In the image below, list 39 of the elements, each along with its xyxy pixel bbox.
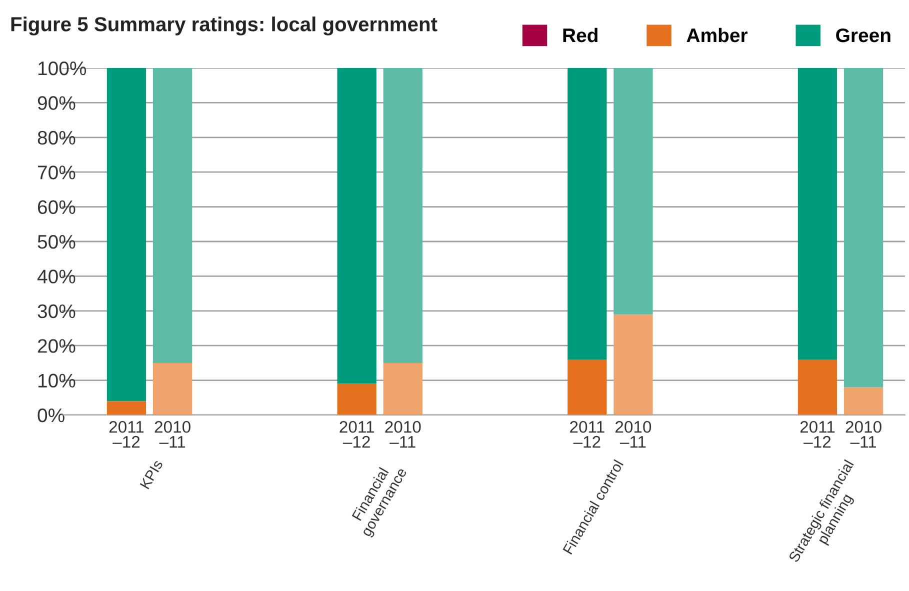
x-tick-label: 2010 –11: [385, 420, 421, 448]
x-tick-label: 2011 –12: [340, 420, 374, 448]
y-tick-label: 50%: [38, 234, 76, 249]
bar: [798, 68, 838, 360]
legend-label: Green: [836, 28, 890, 42]
y-tick-label: 40%: [37, 270, 76, 284]
bar: [152, 68, 192, 363]
bar: [383, 362, 422, 415]
y-tick-label: 80%: [38, 130, 76, 145]
y-tick-label: 100%: [38, 61, 86, 76]
y-tick-label: 90%: [38, 96, 76, 110]
y-tick-label: 30%: [38, 304, 76, 318]
x-tick-label: 2010 –11: [154, 420, 190, 448]
y-tick-label: 0%: [38, 408, 64, 422]
legend-label: Red: [563, 28, 598, 42]
x-tick-label: 2010 –11: [616, 420, 652, 448]
y-tick-label: 70%: [38, 166, 76, 180]
x-tick-label: 2010 –11: [846, 420, 882, 448]
bar: [106, 401, 146, 415]
bar: [614, 314, 653, 415]
bar: [106, 68, 146, 402]
x-tick-label: 2011 –12: [109, 420, 144, 448]
bar: [844, 68, 884, 388]
y-tick-label: 60%: [38, 200, 76, 214]
y-tick-label: 20%: [38, 339, 76, 353]
bar: [798, 359, 838, 415]
x-tick-label: 2011 –12: [570, 420, 604, 448]
bar: [844, 387, 884, 415]
bar: [568, 359, 607, 415]
legend-label: Amber: [686, 28, 748, 42]
bar: [337, 384, 376, 415]
bar: [614, 68, 653, 314]
bar: [383, 68, 422, 363]
bar: [568, 68, 607, 360]
bar: [152, 362, 192, 415]
x-tick-label: 2011 –12: [800, 420, 835, 448]
chart-title: Figure 5 Summary ratings: local government: [11, 16, 438, 36]
y-tick-label: 10%: [38, 374, 76, 388]
bar: [337, 68, 376, 384]
